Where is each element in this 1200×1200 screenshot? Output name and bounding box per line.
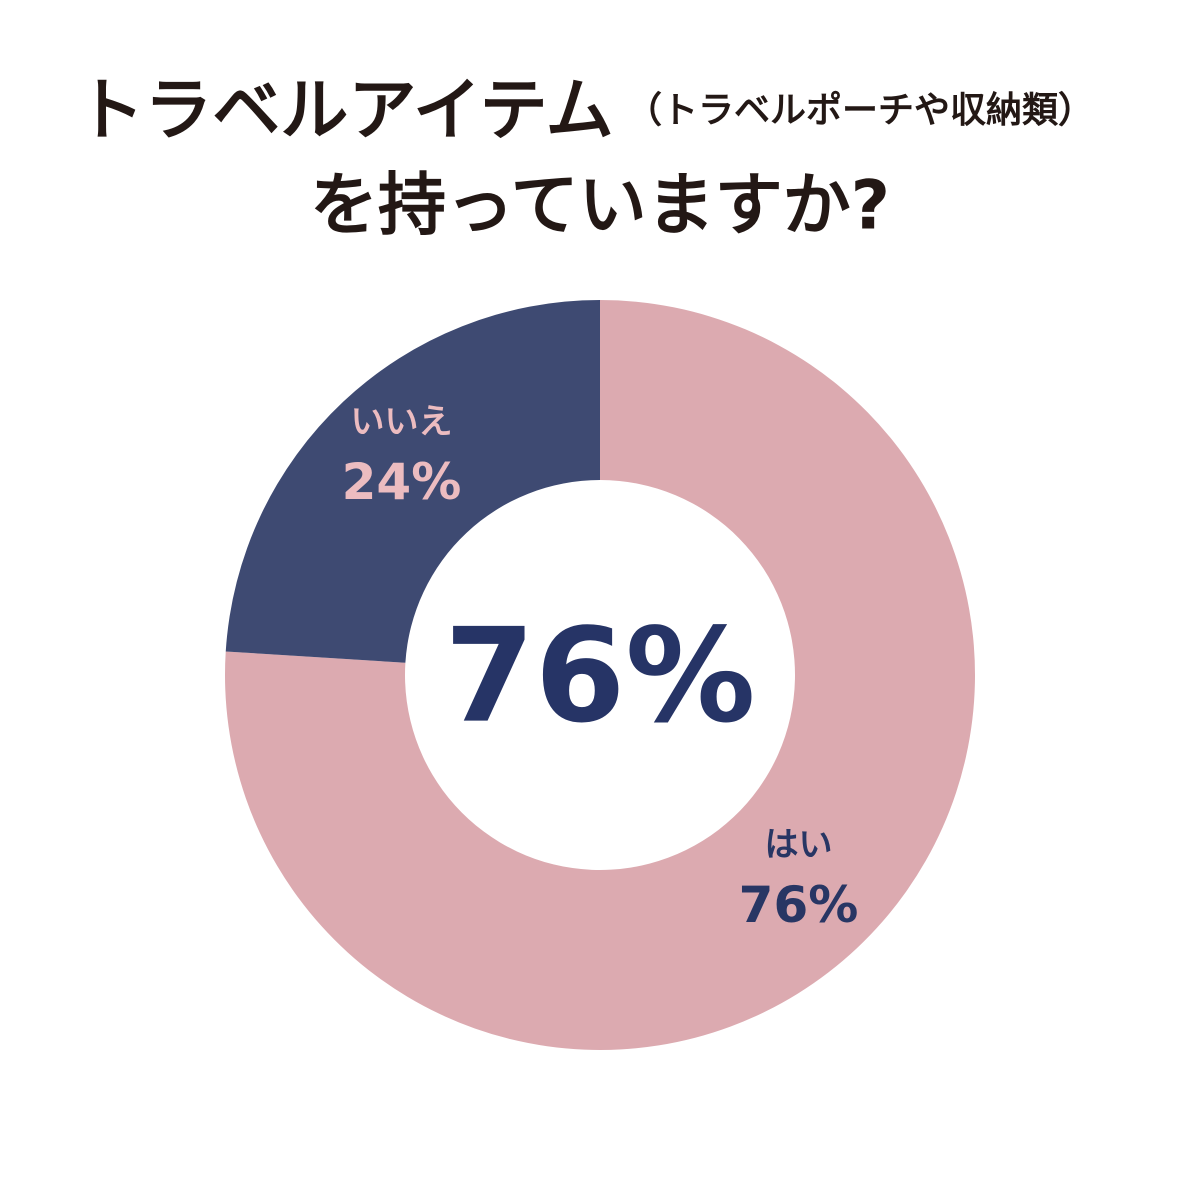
slice-value-label: 76% bbox=[739, 876, 859, 934]
donut-slice bbox=[225, 300, 975, 1050]
title-line2: を持っていますか? bbox=[310, 167, 890, 246]
donut-slice bbox=[225, 300, 600, 663]
slice-value-label: 24% bbox=[342, 453, 462, 511]
slice-category-label: はい bbox=[765, 825, 833, 865]
center-label: 76% bbox=[444, 600, 755, 752]
title-main: トラベルアイテム bbox=[76, 72, 613, 151]
slice-category-label: いいえ bbox=[350, 402, 452, 442]
title-note: （トラベルポーチや収納類） bbox=[626, 89, 1094, 131]
